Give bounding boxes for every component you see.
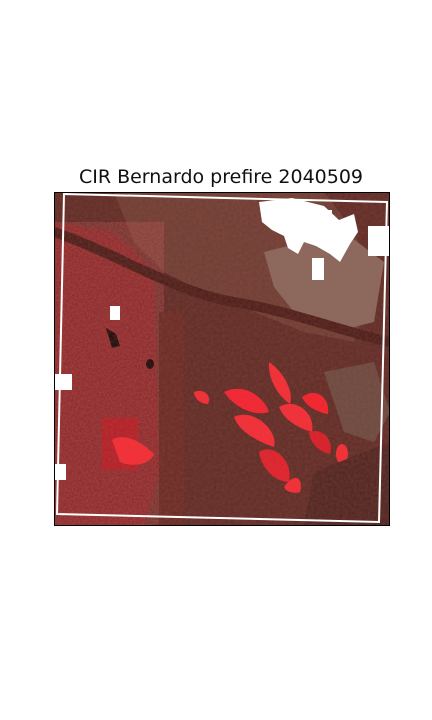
image-frame — [54, 192, 390, 526]
nodata-patch — [259, 198, 358, 262]
nodata-patch — [110, 306, 120, 320]
axes-frame — [54, 192, 390, 526]
nodata-patch — [324, 210, 332, 218]
nodata-patch — [54, 374, 72, 390]
nodata-patches — [54, 198, 390, 480]
nodata-patch — [312, 258, 324, 280]
nodata-patch — [368, 226, 390, 256]
nodata-patch — [54, 464, 66, 480]
boundary-polygon — [55, 192, 389, 524]
cir-image — [54, 192, 390, 526]
plot-title: CIR Bernardo prefire 2040509 — [78, 166, 364, 188]
